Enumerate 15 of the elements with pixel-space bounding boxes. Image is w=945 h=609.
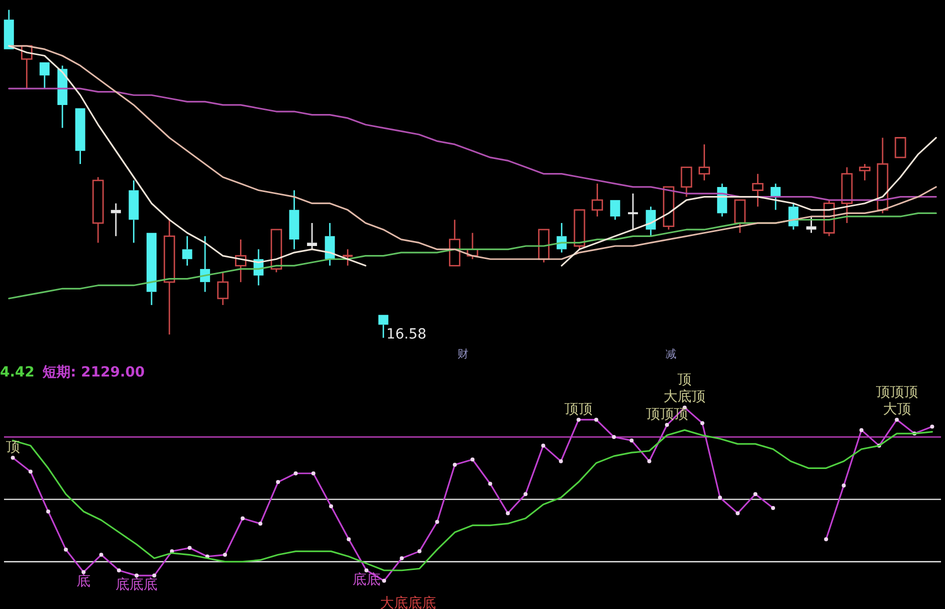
text: 财	[458, 347, 469, 360]
annotation: 顶	[678, 372, 692, 388]
annotation: 顶顶	[564, 401, 593, 418]
text: 大底底底	[380, 595, 436, 609]
text: 短期: 2129.00	[42, 364, 146, 381]
annotation: 16.58	[386, 326, 426, 342]
text: 4.42	[0, 364, 35, 381]
annotation: 顶顶顶	[876, 384, 918, 400]
annotation: 底底	[352, 572, 380, 588]
annotation: 底底底	[116, 577, 158, 594]
text: 减	[665, 347, 676, 360]
annotation: 顶	[6, 439, 20, 456]
annotation: 底	[76, 574, 91, 590]
annotation: 大底顶	[664, 389, 706, 406]
annotation: 大顶	[882, 401, 911, 418]
